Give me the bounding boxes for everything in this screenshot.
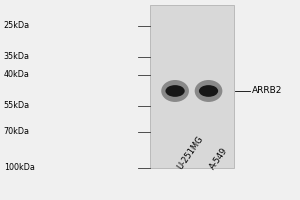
Ellipse shape <box>161 80 189 102</box>
Ellipse shape <box>195 80 222 102</box>
Ellipse shape <box>166 85 185 97</box>
Text: U-251MG: U-251MG <box>175 135 205 171</box>
Text: 70kDa: 70kDa <box>4 127 30 136</box>
FancyBboxPatch shape <box>150 5 234 168</box>
Text: 100kDa: 100kDa <box>4 163 34 172</box>
Ellipse shape <box>199 85 218 97</box>
Text: ARRB2: ARRB2 <box>251 86 282 95</box>
Text: 35kDa: 35kDa <box>4 52 30 61</box>
Text: 40kDa: 40kDa <box>4 70 30 79</box>
Text: A-549: A-549 <box>208 146 230 171</box>
Text: 25kDa: 25kDa <box>4 21 30 30</box>
Text: 55kDa: 55kDa <box>4 101 30 110</box>
